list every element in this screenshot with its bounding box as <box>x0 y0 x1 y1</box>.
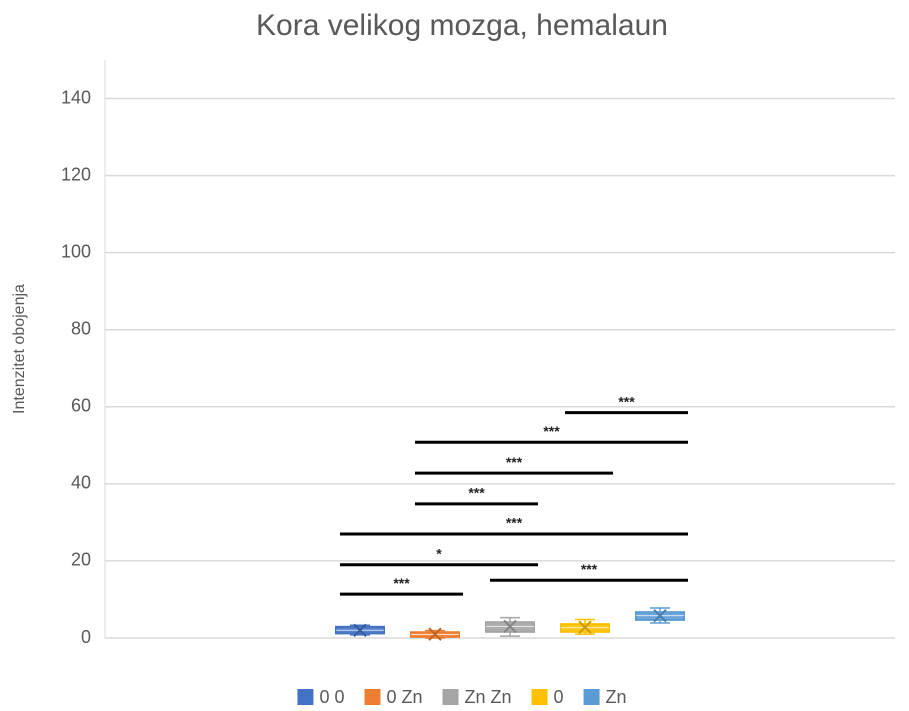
significance-label: *** <box>506 454 523 470</box>
significance-label: *** <box>543 423 560 439</box>
mean-marker <box>653 608 667 623</box>
legend-label: Zn Zn <box>465 687 512 707</box>
legend-label: 0 <box>554 687 564 707</box>
y-tick-label: 20 <box>71 550 91 570</box>
y-tick-label: 140 <box>61 87 91 107</box>
y-tick-label: 0 <box>81 627 91 647</box>
y-tick-label: 80 <box>71 318 91 338</box>
y-tick-label: 60 <box>71 396 91 416</box>
legend-swatch <box>531 689 548 705</box>
legend-label: Zn <box>606 687 627 707</box>
legend-swatch <box>583 689 600 705</box>
y-tick-label: 100 <box>61 241 91 261</box>
legend-swatch <box>297 689 314 705</box>
legend-label: 0 Zn <box>386 687 422 707</box>
mean-marker <box>428 627 442 641</box>
mean-marker <box>503 619 517 634</box>
legend-swatch <box>364 689 381 705</box>
legend-swatch <box>442 689 459 705</box>
significance-label: *** <box>393 575 410 591</box>
mean-marker <box>578 620 592 634</box>
y-tick-label: 40 <box>71 473 91 493</box>
y-tick-label: 120 <box>61 164 91 184</box>
significance-label: *** <box>506 515 523 531</box>
y-axis-label: Intenzitet obojenja <box>11 284 28 414</box>
significance-label: *** <box>581 561 598 577</box>
significance-label: *** <box>618 393 635 409</box>
significance-label: *** <box>468 485 485 501</box>
chart-title: Kora velikog mozga, hemalaun <box>256 9 668 42</box>
legend-label: 0 0 <box>319 687 344 707</box>
significance-label: * <box>436 545 442 561</box>
mean-marker <box>353 623 367 638</box>
